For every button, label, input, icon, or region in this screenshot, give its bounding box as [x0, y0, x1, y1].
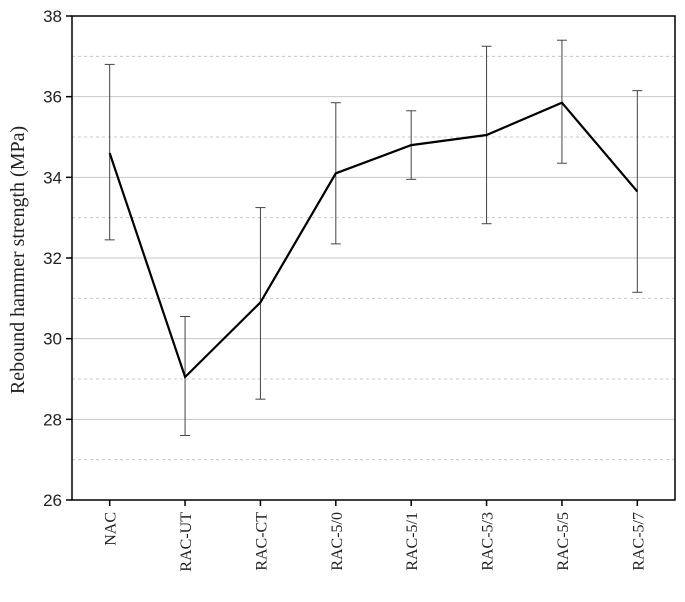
- y-tick-label: 34: [43, 168, 62, 187]
- x-tick-label: RAC-5/3: [480, 512, 497, 571]
- grid: [72, 55, 675, 461]
- x-tick-label: RAC-5/7: [630, 512, 647, 571]
- y-tick-label: 32: [43, 249, 62, 268]
- x-tick-label: NAC: [103, 512, 120, 546]
- y-tick-label: 36: [43, 88, 62, 107]
- y-tick-label: 38: [43, 7, 62, 26]
- x-tick-label: RAC-5/0: [329, 512, 346, 571]
- y-tick-label: 30: [43, 330, 62, 349]
- y-tick-label: 28: [43, 410, 62, 429]
- series-polyline: [108, 101, 639, 380]
- tick-labels: 26 28 30 32 34 36 38 NAC RAC-UT RAC-CT RAC-5/0 RAC-…: [43, 7, 647, 572]
- x-tick-label: RAC-5/5: [555, 512, 572, 571]
- x-tick-label: RAC-UT: [178, 512, 195, 572]
- axes: [66, 15, 676, 506]
- series-line: [108, 101, 639, 380]
- y-tick-label: 26: [43, 491, 62, 510]
- x-tick-label: RAC-CT: [253, 512, 270, 571]
- y-axis-title: Rebound hammer strength (MPa): [7, 126, 29, 394]
- x-tick-label: RAC-5/1: [404, 512, 421, 571]
